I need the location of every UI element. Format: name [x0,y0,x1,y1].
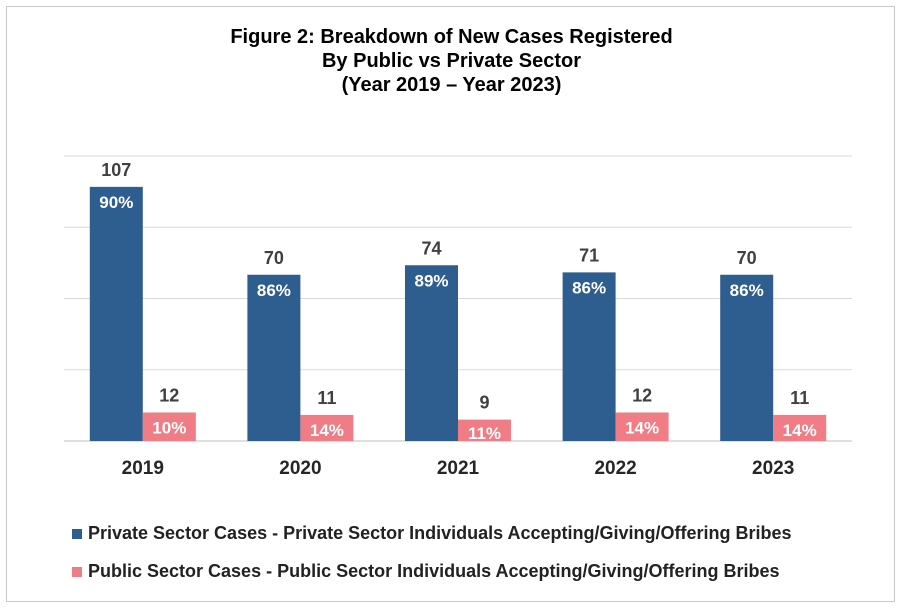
legend-swatch-public [72,566,82,577]
value-label-public: 11 [790,388,809,408]
percent-label-public: 10% [152,419,186,438]
value-label-public: 11 [317,388,336,408]
value-label-private: 70 [737,248,757,268]
value-label-private: 107 [101,160,131,180]
bar-private [405,265,458,441]
percent-label-private: 86% [730,281,764,300]
bar-private [562,272,616,441]
bar-public [142,412,196,441]
bar-private [720,274,774,441]
chart-title-line-2: By Public vs Private Sector [321,50,581,72]
value-label-public: 12 [632,386,652,406]
bar-private [89,186,143,441]
bar-public [458,419,511,441]
value-label-public: 9 [479,393,489,413]
x-tick-label: 2023 [752,458,794,479]
percent-label-public: 14% [310,421,344,440]
x-tick-label: 2022 [594,458,636,479]
value-label-private: 70 [264,248,284,268]
value-label-private: 71 [579,245,599,265]
chart-title-line-1: Figure 2: Breakdown of New Cases Registe… [230,26,673,48]
percent-label-private: 89% [414,271,448,290]
legend-item-public: Public Sector Cases - Public Sector Indi… [72,561,780,582]
bar-public [773,414,827,441]
legend-label-public: Public Sector Cases - Public Sector Indi… [88,561,780,581]
percent-label-private: 86% [257,281,291,300]
legend-swatch-private [72,528,82,539]
x-tick-label: 2019 [122,458,164,479]
value-label-public: 12 [159,386,179,406]
percent-label-private: 90% [99,193,133,212]
percent-label-public: 11% [468,424,501,443]
bar-public [615,412,669,441]
value-label-private: 74 [421,238,441,258]
bar-public [300,414,354,441]
legend-label-private: Private Sector Cases - Private Sector In… [88,523,792,543]
percent-label-public: 14% [783,421,817,440]
legend-item-private: Private Sector Cases - Private Sector In… [72,523,792,544]
bar-private [247,274,301,441]
x-tick-label: 2021 [437,458,480,479]
percent-label-private: 86% [572,278,606,297]
percent-label-public: 14% [625,419,659,438]
x-tick-label: 2020 [279,458,321,479]
chart-title-line-3: (Year 2019 – Year 2023) [341,74,562,96]
